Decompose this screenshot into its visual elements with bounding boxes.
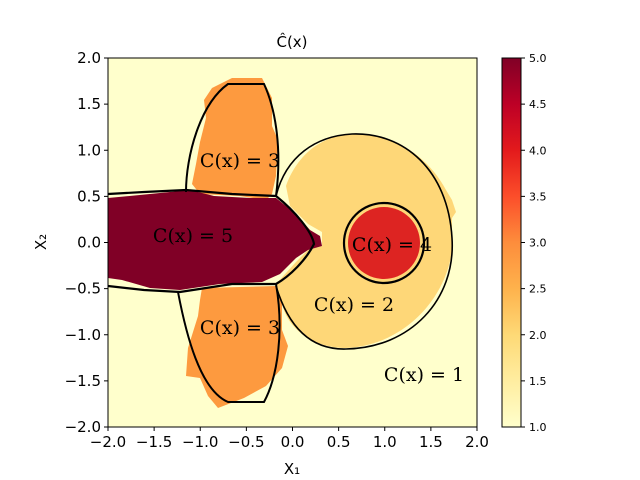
colorbar-tick-label: 1.5 — [529, 375, 547, 388]
y-tick-label: −2.0 — [65, 418, 101, 436]
region-label-c4: C(x) = 4 — [352, 234, 432, 256]
region-c3-lower-fill — [186, 286, 288, 408]
contour-c2-boundary — [275, 133, 453, 350]
y-tick-label: 1.0 — [77, 141, 101, 159]
contour-lines — [108, 83, 453, 403]
x-tick-label: −2.0 — [90, 433, 126, 451]
x-tick-label: 1.5 — [419, 433, 443, 451]
contour-c3-upper-boundary — [185, 83, 280, 197]
colorbar-tick-label: 5.0 — [529, 52, 547, 65]
colorbar — [501, 57, 522, 428]
colorbar-tick-label: 4.0 — [529, 144, 547, 157]
x-tick-label: 2.0 — [465, 433, 489, 451]
y-tick-label: 2.0 — [77, 49, 101, 67]
y-axis: −2.0 −1.5 −1.0 −0.5 0.0 0.5 1.0 1.5 2.0 — [65, 49, 108, 436]
x-tick-label: −1.0 — [182, 433, 218, 451]
y-tick-label: −0.5 — [65, 280, 101, 298]
contour-c4-boundary — [342, 201, 426, 285]
colorbar-tick-label: 4.5 — [529, 98, 547, 111]
x-tick-label: −0.5 — [228, 433, 264, 451]
region-label-c3-upper: C(x) = 3 — [200, 150, 280, 172]
x-tick-label: 0.5 — [327, 433, 351, 451]
x-tick-label: −1.5 — [136, 433, 172, 451]
contour-c5-boundary — [108, 188, 316, 294]
x-axis-title: X₁ — [284, 460, 300, 478]
y-tick-label: −1.0 — [65, 326, 101, 344]
y-tick-label: −1.5 — [65, 372, 101, 390]
region-label-c5: C(x) = 5 — [153, 225, 233, 247]
region-label-c1: C(x) = 1 — [384, 364, 464, 386]
x-tick-label: 1.0 — [373, 433, 397, 451]
y-tick-label: 0.5 — [77, 187, 101, 205]
region-c4-fill — [348, 207, 420, 279]
region-c3-upper-fill — [192, 78, 278, 200]
y-tick-label: 1.5 — [77, 95, 101, 113]
colorbar-tick-label: 2.5 — [529, 283, 547, 296]
colorbar-tick-label: 2.0 — [529, 329, 547, 342]
region-label-c2: C(x) = 2 — [314, 294, 394, 316]
plot-area: C(x) = 5 C(x) = 4 C(x) = 3 C(x) = 3 C(x)… — [108, 58, 477, 427]
colorbar-tick-label: 3.5 — [529, 190, 547, 203]
chart-title: Ĉ(x) — [276, 32, 307, 51]
y-tick-label: 0.0 — [77, 234, 101, 252]
colorbar-tick-label: 3.0 — [529, 237, 547, 250]
region-c5-fill — [108, 190, 322, 290]
colorbar-tick-label: 1.0 — [529, 421, 547, 434]
x-axis: −2.0 −1.5 −1.0 −0.5 0.0 0.5 1.0 1.5 2.0 — [90, 427, 489, 451]
region-label-c3-lower: C(x) = 3 — [200, 317, 280, 339]
x-tick-label: 0.0 — [281, 433, 305, 451]
y-axis-title: X₂ — [32, 234, 50, 250]
colorbar-axis: 1.0 1.5 2.0 2.5 3.0 3.5 4.0 4.5 5.0 — [521, 52, 547, 434]
contour-c3-lower-boundary — [177, 283, 281, 403]
